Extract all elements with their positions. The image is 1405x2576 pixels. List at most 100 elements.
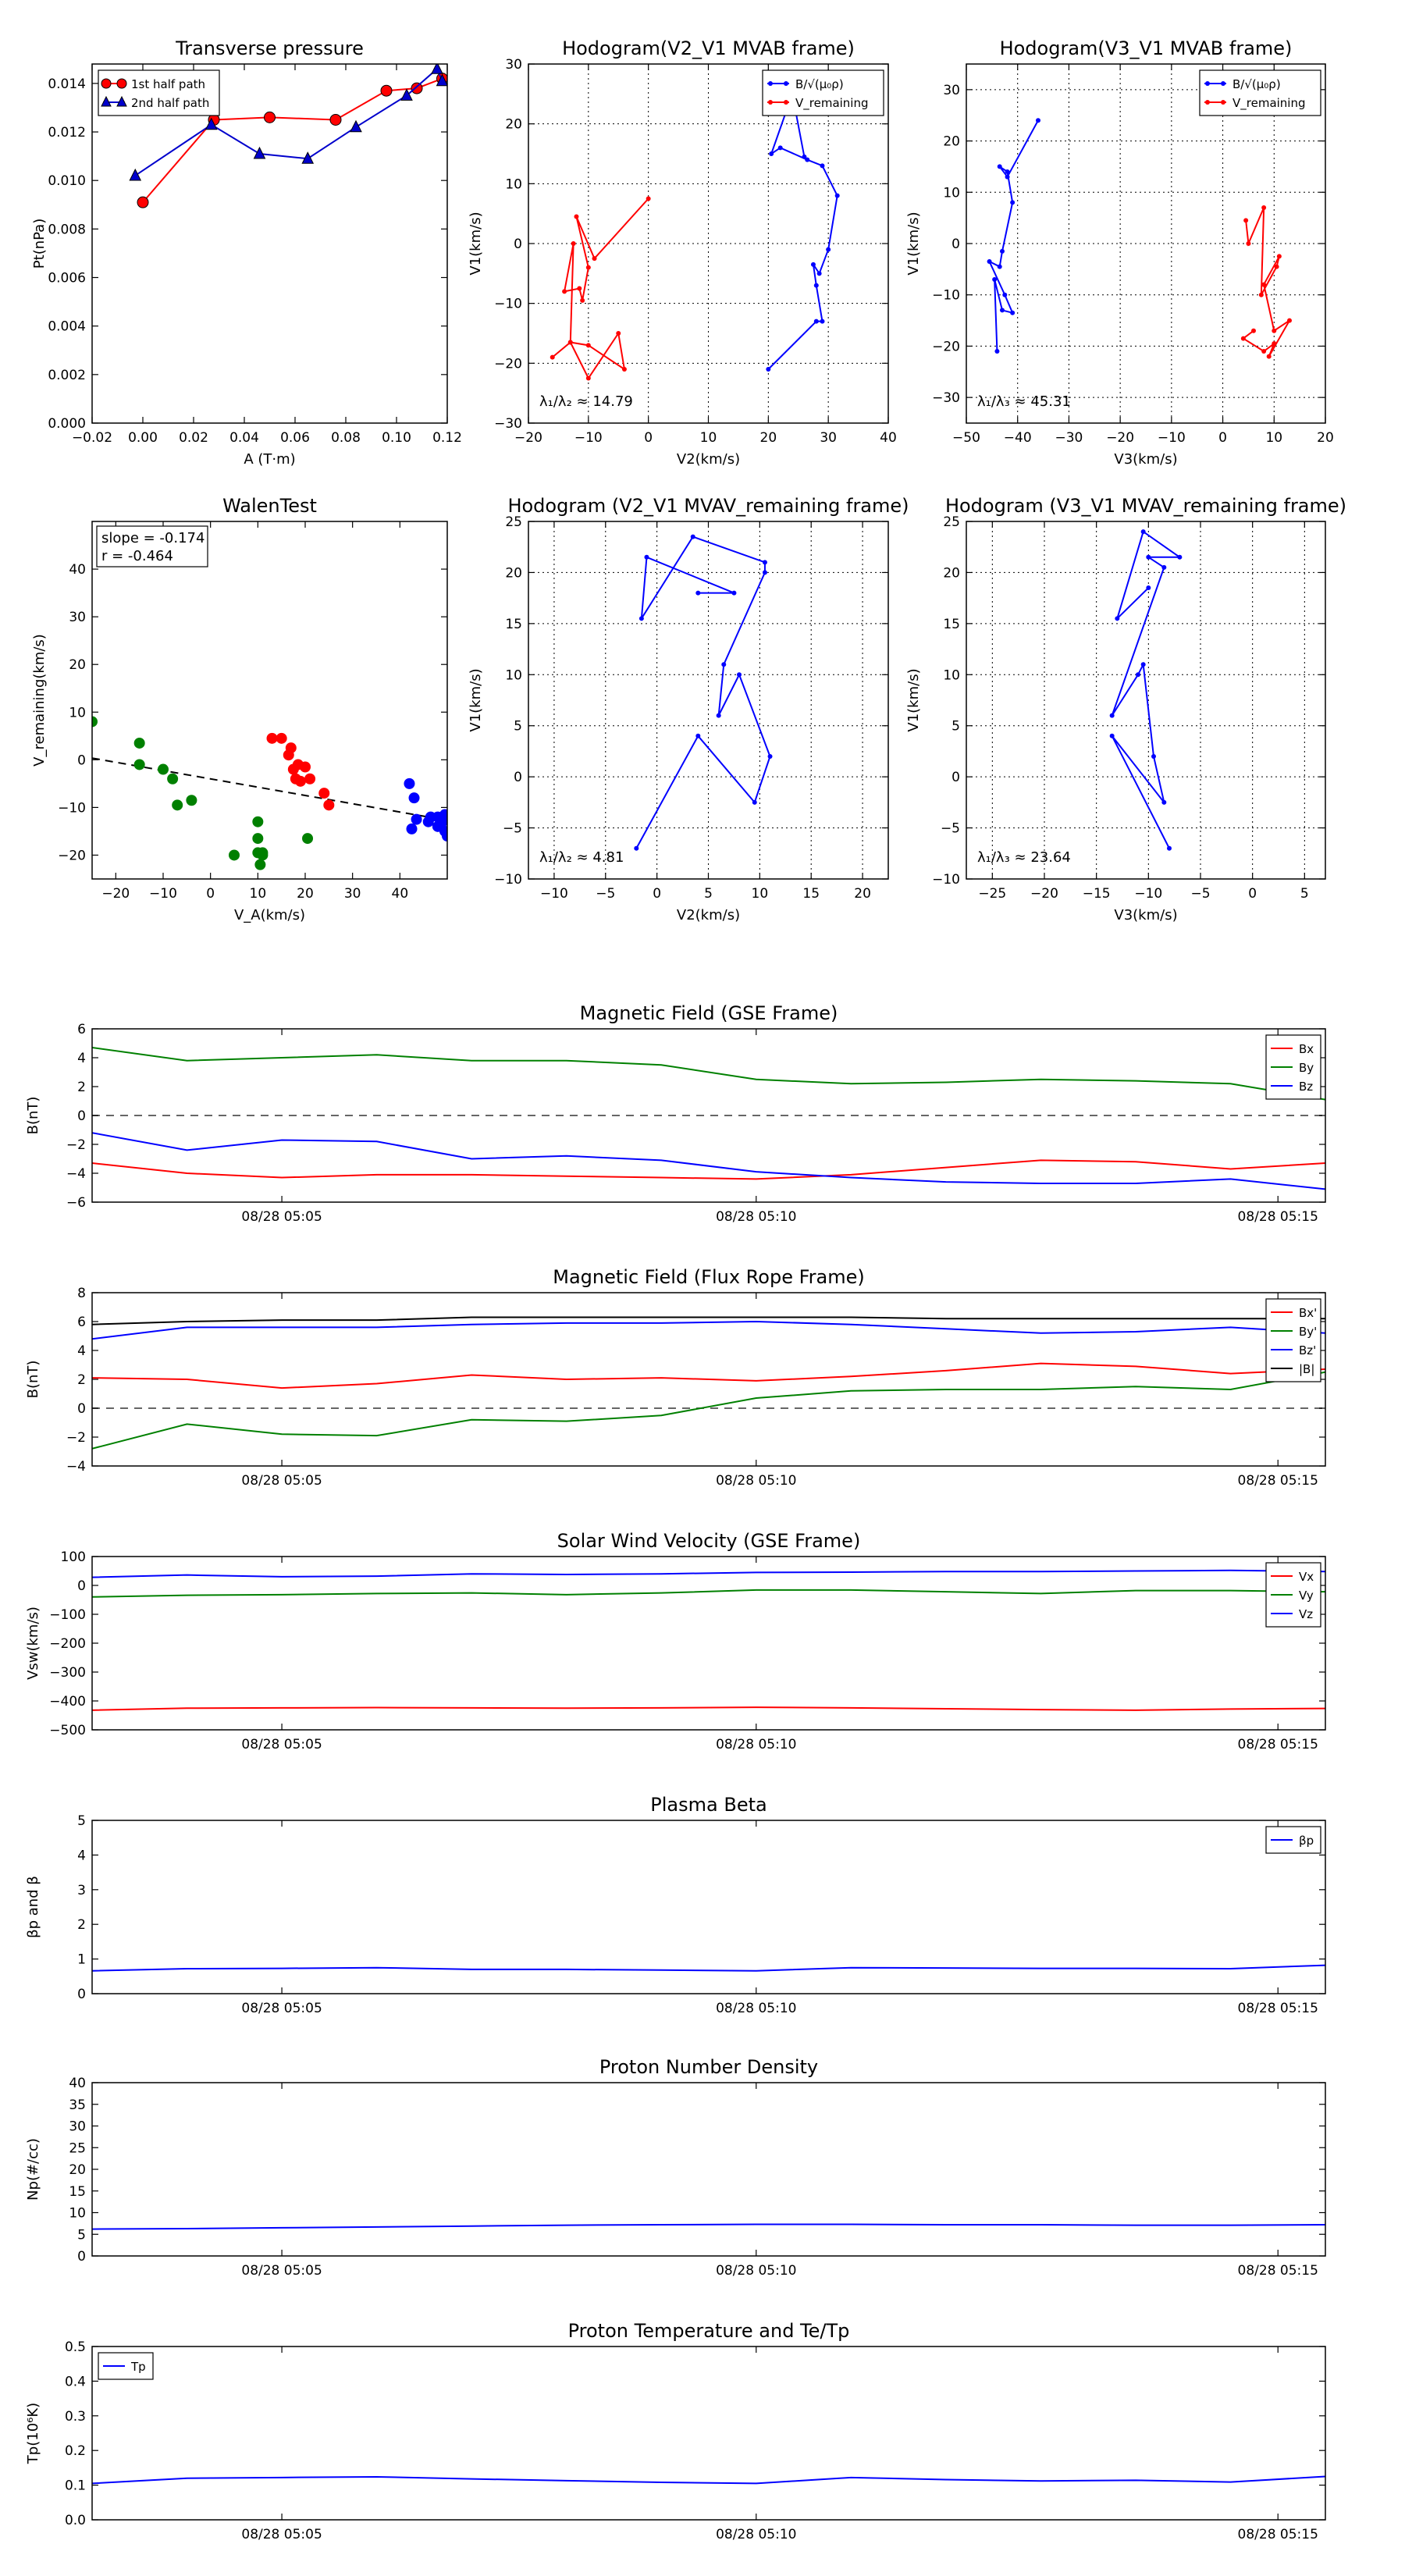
- data-point: [621, 367, 627, 372]
- series-line-0: [92, 1362, 1325, 1389]
- legend-label: Vz: [1299, 1607, 1313, 1621]
- data-point: [1251, 328, 1256, 333]
- series-line-0: [987, 119, 1039, 352]
- chart-title: Proton Temperature and Te/Tp: [568, 2320, 850, 2342]
- chart-solar-wind-velocity: Solar Wind Velocity (GSE Frame) 08/28 05:…: [25, 1530, 1326, 1752]
- data-point: [1266, 354, 1272, 359]
- data-point: [1246, 241, 1251, 246]
- y-tick-label: 20: [69, 2162, 86, 2178]
- y-tick-label: 3: [77, 1883, 86, 1898]
- plot-data: [92, 2475, 1325, 2485]
- y-tick-label: 2: [77, 1080, 86, 1095]
- data-point: [567, 340, 573, 345]
- y-tick-label: 0.5: [65, 2339, 86, 2355]
- legend-label: |B|: [1299, 1362, 1314, 1376]
- y-tick-label: 20: [505, 565, 522, 581]
- x-tick-label: 0.08: [331, 430, 361, 446]
- scatter-point: [304, 773, 316, 785]
- data-point: [616, 331, 621, 336]
- plot-data: [987, 118, 1292, 359]
- chart-title: Transverse pressure: [175, 37, 364, 59]
- chart-title: Magnetic Field (Flux Rope Frame): [553, 1266, 864, 1288]
- data-point: [1036, 118, 1040, 123]
- x-tick-label: 08/28 05:15: [1238, 1473, 1318, 1489]
- y-tick-label: 20: [69, 657, 86, 673]
- y-tick-label: 25: [69, 2140, 86, 2156]
- y-tick-label: 30: [943, 83, 960, 98]
- data-point: [810, 262, 816, 267]
- y-tick-label: −400: [49, 1694, 86, 1710]
- y-tick-label: 10: [69, 2206, 86, 2222]
- y-tick-label: −10: [932, 288, 960, 304]
- y-tick-label: 0: [77, 1108, 86, 1124]
- x-tick-label: 10: [700, 430, 717, 446]
- x-tick-label: 10: [752, 886, 769, 902]
- y-tick-label: −6: [66, 1195, 86, 1211]
- y-tick-label: 0: [77, 2249, 86, 2265]
- y-tick-label: 35: [69, 2097, 86, 2113]
- y-tick-label: −500: [49, 1723, 86, 1738]
- x-tick-label: 10: [250, 886, 267, 902]
- series-line-0: [635, 535, 771, 849]
- y-tick-label: 5: [77, 1813, 86, 1829]
- data-point: [137, 196, 149, 208]
- plot-frame: [528, 63, 889, 424]
- y-tick-label: 0.008: [48, 222, 86, 237]
- data-point: [1272, 341, 1277, 347]
- chart-title: WalenTest: [222, 495, 317, 517]
- y-tick-label: 4: [77, 1343, 86, 1359]
- series-line-1: [1242, 207, 1290, 358]
- data-point: [1010, 200, 1016, 205]
- plot-data: [550, 91, 840, 381]
- data-point: [562, 289, 567, 294]
- plot-data: [92, 1047, 1325, 1190]
- series-line-1: [92, 1047, 1325, 1101]
- plot-data: [1109, 529, 1183, 851]
- y-axis-label: V1(km/s): [468, 212, 484, 275]
- data-point: [329, 113, 342, 126]
- chart-title: Hodogram(V3_V1 MVAB frame): [1000, 37, 1293, 59]
- y-tick-label: 15: [69, 2184, 86, 2200]
- legend-marker: [101, 95, 112, 107]
- data-point: [1258, 292, 1264, 297]
- data-point: [264, 111, 276, 123]
- y-tick-label: 40: [69, 562, 86, 578]
- data-point: [834, 193, 840, 198]
- data-point: [577, 286, 582, 291]
- y-tick-label: −10: [58, 800, 86, 816]
- annotation-box: [96, 525, 208, 568]
- y-tick-label: −30: [932, 390, 960, 406]
- data-point: [716, 713, 721, 718]
- x-tick-label: 08/28 05:05: [241, 2263, 322, 2279]
- scatter-point: [276, 732, 287, 744]
- legend-marker: [784, 81, 788, 86]
- data-point: [592, 256, 597, 262]
- y-tick-label: −10: [494, 872, 522, 888]
- annotation-text: λ₁/λ₂ ≈ 4.81: [539, 849, 624, 866]
- legend-label: B/√(μ₀ρ): [795, 77, 844, 91]
- y-tick-label: 20: [943, 565, 960, 581]
- y-tick-label: 2: [77, 1372, 86, 1388]
- plot-data: [92, 716, 447, 870]
- x-tick-label: 08/28 05:10: [716, 1737, 796, 1752]
- y-axis-label: Pt(nPa): [31, 219, 48, 269]
- legend-label: V_remaining: [1232, 96, 1306, 111]
- plot-data: [634, 534, 773, 851]
- series-line-2: [92, 1569, 1325, 1578]
- chart-plasma-beta: Plasma Beta 08/28 05:05 08/28 05:10 08/28 0…: [25, 1794, 1326, 2016]
- scatter-point: [285, 742, 297, 754]
- x-tick-label: 08/28 05:05: [241, 2527, 322, 2542]
- data-point: [1167, 845, 1172, 851]
- scatter-point: [294, 775, 306, 787]
- x-tick-label: 08/28 05:10: [716, 2001, 796, 2016]
- data-point: [826, 247, 831, 252]
- fit-line: [92, 757, 447, 821]
- data-point: [1005, 174, 1010, 180]
- y-tick-label: 0.4: [65, 2374, 86, 2389]
- y-tick-label: 0: [514, 770, 522, 785]
- data-point: [1000, 248, 1005, 254]
- data-point: [1261, 349, 1267, 354]
- y-axis-label: Np(#/cc): [25, 2138, 41, 2201]
- annotation-text: λ₁/λ₂ ≈ 14.79: [539, 393, 633, 410]
- legend-box: [98, 69, 220, 116]
